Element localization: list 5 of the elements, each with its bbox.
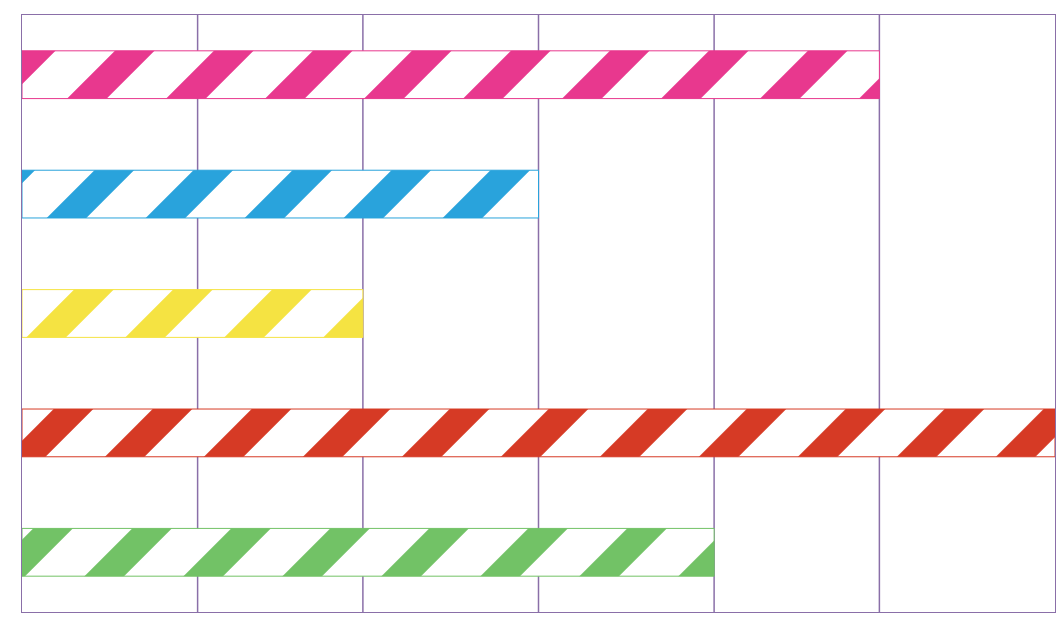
bar [22,50,880,100]
bar [22,169,539,219]
bar [22,408,1055,458]
bar [22,289,364,338]
bar [22,527,715,577]
